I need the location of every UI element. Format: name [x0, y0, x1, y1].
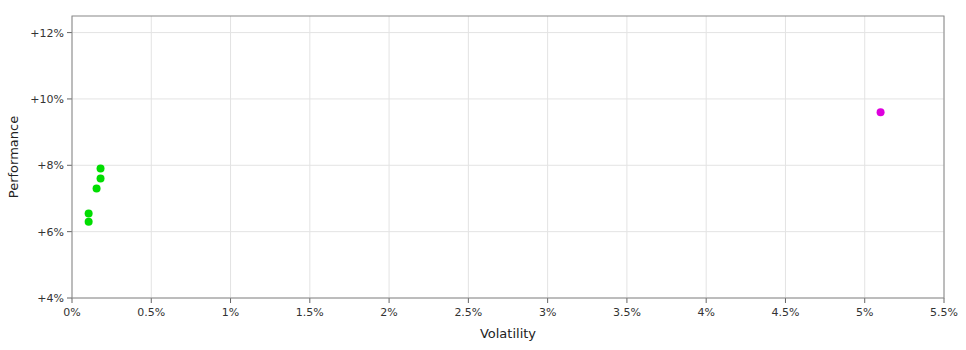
- chart: 0% 0.5% 1% 1.5% 2% 2.5% 3% 3.5% 4% 4.5% 5% 5.5% +4% +…: [0, 0, 966, 350]
- point: [97, 175, 105, 183]
- y-grid-line: [72, 231, 944, 232]
- y-axis-label: Performance: [6, 116, 21, 198]
- x-tick: [389, 298, 390, 303]
- x-grid-line: [706, 16, 707, 298]
- points: [85, 108, 885, 225]
- y-grid-line: [72, 98, 944, 99]
- x-tick: [72, 298, 73, 303]
- y-tick-label: +4%: [37, 292, 64, 305]
- plot-frame: [72, 16, 944, 298]
- chart-container: 0% 0.5% 1% 1.5% 2% 2.5% 3% 3.5% 4% 4.5% 5% 5.5% +4% +…: [0, 0, 966, 350]
- x-grid-line: [389, 16, 390, 298]
- x-grid-line: [547, 16, 548, 298]
- y-tick-label: +8%: [37, 159, 64, 172]
- y-tick: [67, 32, 72, 33]
- y-tick: [67, 298, 72, 299]
- grid: [72, 16, 944, 298]
- series: [85, 165, 105, 226]
- x-grid-line: [151, 16, 152, 298]
- x-tick: [468, 298, 469, 303]
- x-tick: [944, 298, 945, 303]
- y-grid-line: [72, 165, 944, 166]
- y-grid-line: [72, 32, 944, 33]
- x-tick-label: 3%: [539, 306, 556, 319]
- x-tick: [547, 298, 548, 303]
- x-tick-label: 1%: [222, 306, 239, 319]
- x-tick-label: 5.5%: [930, 306, 958, 319]
- y-tick-label: +10%: [30, 93, 64, 106]
- x-tick-label: 3.5%: [613, 306, 641, 319]
- x-tick-label: 0%: [63, 306, 80, 319]
- y-tick: [67, 98, 72, 99]
- point: [93, 185, 101, 193]
- x-tick-label: 2.5%: [454, 306, 482, 319]
- series: [877, 108, 885, 116]
- x-tick-label: 5%: [856, 306, 873, 319]
- y-tick: [67, 165, 72, 166]
- x-grid-line: [230, 16, 231, 298]
- x-grid-line: [309, 16, 310, 298]
- x-tick-label: 0.5%: [137, 306, 165, 319]
- x-tick: [864, 298, 865, 303]
- x-grid-line: [785, 16, 786, 298]
- x-tick: [706, 298, 707, 303]
- y-tick-label: +12%: [30, 27, 64, 40]
- point: [85, 209, 93, 217]
- point: [877, 108, 885, 116]
- x-grid-line: [626, 16, 627, 298]
- y-tick: [67, 231, 72, 232]
- x-tick-label: 4%: [697, 306, 714, 319]
- tick-labels: 0% 0.5% 1% 1.5% 2% 2.5% 3% 3.5% 4% 4.5% 5% 5.5% +4% +…: [30, 27, 958, 319]
- x-tick-label: 1.5%: [296, 306, 324, 319]
- plot-background: [72, 16, 944, 298]
- point: [97, 165, 105, 173]
- x-tick: [151, 298, 152, 303]
- x-grid-line: [468, 16, 469, 298]
- x-tick: [785, 298, 786, 303]
- x-axis-label: Volatility: [480, 326, 536, 341]
- x-tick: [309, 298, 310, 303]
- x-tick-label: 2%: [380, 306, 397, 319]
- x-tick-label: 4.5%: [771, 306, 799, 319]
- x-tick: [626, 298, 627, 303]
- y-tick-label: +6%: [37, 226, 64, 239]
- x-tick: [230, 298, 231, 303]
- x-grid-line: [864, 16, 865, 298]
- point: [85, 218, 93, 226]
